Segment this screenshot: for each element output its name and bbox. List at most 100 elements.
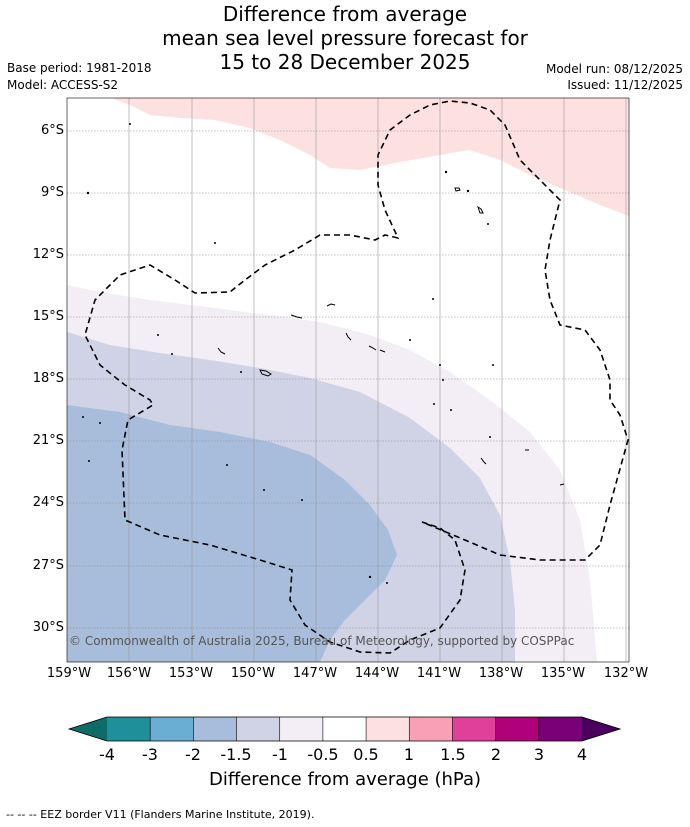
title-line-2: mean sea level pressure forecast for bbox=[162, 26, 528, 50]
island-dot-3 bbox=[214, 242, 216, 244]
islands bbox=[217, 187, 565, 486]
cb-tick-9: 1.5 bbox=[440, 745, 466, 764]
meridians bbox=[128, 98, 627, 662]
map-frame bbox=[66, 97, 630, 663]
island-dot-8 bbox=[157, 334, 159, 336]
lat-tick-3: 12°S bbox=[32, 247, 64, 262]
model-label: Model: ACCESS-S2 bbox=[7, 78, 119, 92]
lat-tick-9: 30°S bbox=[32, 620, 64, 635]
model-run-label: Model run: 08/12/2025 bbox=[545, 62, 683, 76]
map-title: Difference from average mean sea level p… bbox=[0, 2, 690, 74]
lat-tick-2: 9°S bbox=[40, 185, 64, 200]
island-dot-22 bbox=[450, 409, 452, 411]
island-5 bbox=[290, 314, 303, 319]
colorbar-cell bbox=[409, 717, 453, 741]
lon-tick-2: 156°W bbox=[106, 666, 152, 681]
colorbar-cell bbox=[193, 717, 238, 741]
cb-tick-11: 3 bbox=[533, 745, 545, 764]
colorbar bbox=[67, 716, 622, 742]
island-dot-13 bbox=[442, 379, 444, 381]
island-dot-18 bbox=[226, 464, 228, 466]
cb-tick-7: 0.5 bbox=[353, 745, 379, 764]
cb-tick-10: 2 bbox=[490, 745, 502, 764]
colorbar-extend-high bbox=[582, 717, 620, 741]
island-2 bbox=[477, 205, 484, 214]
island-dot-10 bbox=[409, 339, 411, 341]
island-7 bbox=[345, 332, 352, 341]
colorbar-cell bbox=[538, 717, 583, 741]
map-panel bbox=[67, 98, 629, 662]
island-dot-24 bbox=[368, 575, 372, 579]
zone-positive-pink bbox=[112, 98, 629, 216]
lat-tick-7: 24°S bbox=[32, 495, 64, 510]
island-dot-23 bbox=[489, 436, 491, 438]
colorbar-cells bbox=[107, 717, 583, 741]
colorbar-cell bbox=[107, 717, 151, 741]
lon-tick-8: 138°W bbox=[478, 666, 524, 681]
copyright-credit: © Commonwealth of Australia 2025, Bureau… bbox=[69, 634, 575, 648]
island-dot-4 bbox=[444, 170, 448, 174]
cb-tick-2: -3 bbox=[142, 745, 158, 764]
island-10 bbox=[480, 457, 487, 465]
title-line-3: 15 to 28 December 2025 bbox=[219, 50, 471, 74]
island-dot-12 bbox=[492, 364, 494, 366]
colorbar-cell bbox=[322, 717, 367, 741]
island-dot-17 bbox=[88, 460, 90, 462]
lat-tick-4: 15°S bbox=[32, 309, 64, 324]
island-dot-21 bbox=[433, 403, 435, 405]
island-dot-14 bbox=[240, 371, 242, 373]
island-dot-6 bbox=[487, 223, 489, 225]
island-1 bbox=[454, 187, 461, 192]
island-dot-20 bbox=[301, 499, 303, 501]
issued-label: Issued: 11/12/2025 bbox=[567, 78, 683, 92]
island-dot-15 bbox=[99, 422, 101, 424]
island-dot-2 bbox=[86, 191, 90, 195]
island-6 bbox=[217, 347, 226, 355]
island-dot-25 bbox=[386, 582, 388, 584]
island-4 bbox=[326, 303, 336, 307]
lon-tick-1: 159°W bbox=[46, 666, 92, 681]
zone-blue bbox=[67, 405, 397, 662]
island-dot-11 bbox=[439, 364, 441, 366]
cb-tick-5: -1 bbox=[272, 745, 288, 764]
colorbar-label: Difference from average (hPa) bbox=[208, 769, 482, 790]
colorbar-cell bbox=[452, 717, 497, 741]
colorbar-cell bbox=[150, 717, 194, 741]
island-8 bbox=[368, 345, 377, 351]
island-dot-1 bbox=[129, 123, 131, 125]
graticule bbox=[67, 130, 629, 629]
island-3 bbox=[259, 369, 272, 377]
island-dot-9 bbox=[171, 353, 173, 355]
colorbar-cell bbox=[279, 717, 324, 741]
lon-tick-5: 147°W bbox=[292, 666, 338, 681]
lon-tick-3: 153°W bbox=[168, 666, 214, 681]
colorbar-outline bbox=[67, 716, 622, 742]
island-dot-5 bbox=[466, 189, 470, 193]
colorbar-extend-low bbox=[69, 717, 107, 741]
colorbar-cell bbox=[366, 717, 410, 741]
lat-tick-8: 27°S bbox=[32, 558, 64, 573]
island-dot-16 bbox=[82, 416, 84, 418]
lon-tick-10: 132°W bbox=[603, 666, 649, 681]
footnote: -- -- -- EEZ border V11 (Flanders Marine… bbox=[6, 808, 315, 821]
lon-tick-4: 150°W bbox=[230, 666, 276, 681]
island-12 bbox=[559, 483, 565, 486]
cb-tick-4: -1.5 bbox=[220, 745, 252, 764]
colorbar-cell bbox=[236, 717, 281, 741]
lon-tick-9: 135°W bbox=[540, 666, 586, 681]
cb-tick-8: 1 bbox=[403, 745, 415, 764]
lat-tick-1: 6°S bbox=[40, 123, 64, 138]
lon-tick-6: 144°W bbox=[354, 666, 400, 681]
eez-border-main bbox=[84, 100, 629, 654]
lat-tick-6: 21°S bbox=[32, 433, 64, 448]
island-dot-19 bbox=[263, 489, 265, 491]
island-dot-7 bbox=[432, 298, 434, 300]
colorbar-cell bbox=[495, 717, 540, 741]
title-line-1: Difference from average bbox=[222, 2, 468, 26]
lat-tick-5: 18°S bbox=[32, 371, 64, 386]
base-period-label: Base period: 1981-2018 bbox=[7, 61, 152, 75]
island-9 bbox=[379, 349, 386, 353]
cb-tick-12: 4 bbox=[576, 745, 588, 764]
cb-tick-3: -2 bbox=[185, 745, 201, 764]
